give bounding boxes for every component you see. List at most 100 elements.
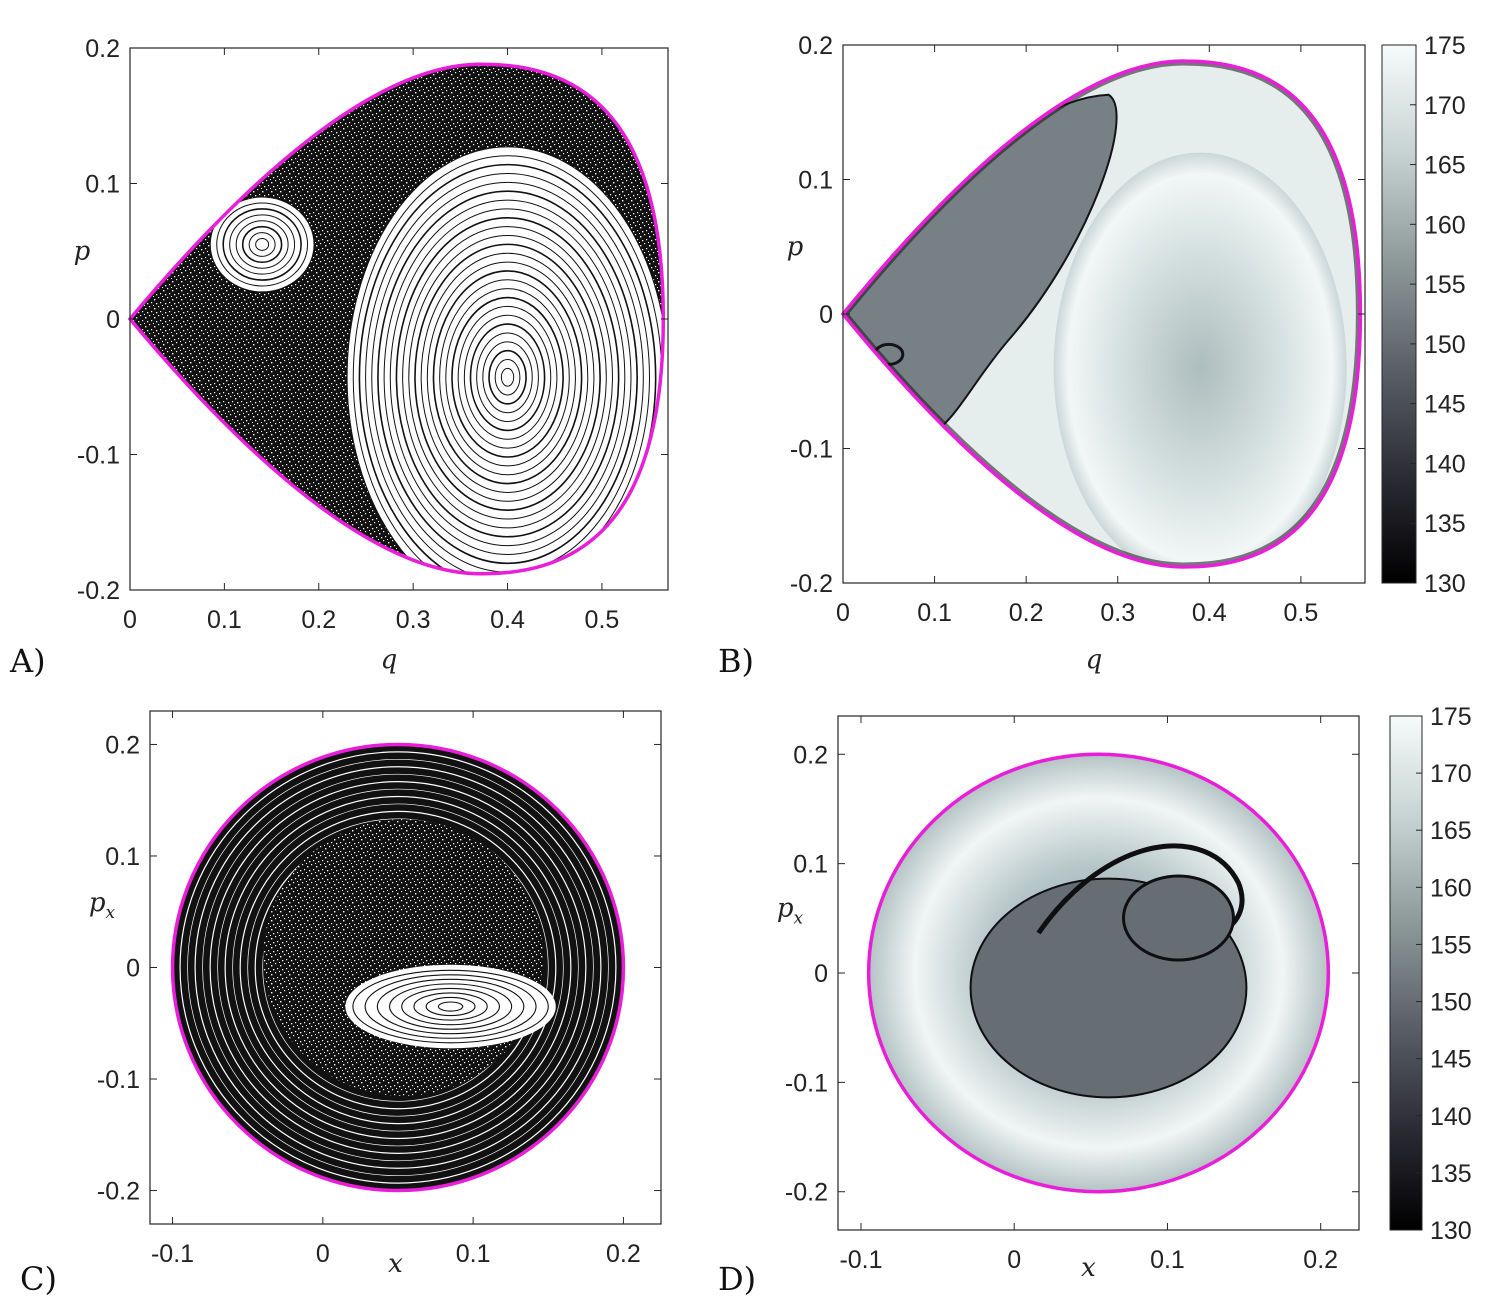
invariant-curve <box>376 978 525 1035</box>
invariant-curve <box>451 296 564 458</box>
y-tick-label: 0.2 <box>793 741 828 769</box>
panel-a: 0 0.1 0.2 0.3 0.4 0.5 0.2 0.1 0 -0.1 -0.2 q p A) <box>9 35 669 680</box>
y-tick-label: 0.2 <box>798 32 833 60</box>
x-tick-label: 0.5 <box>1284 599 1319 627</box>
colorbar-tick-label: 165 <box>1424 152 1466 180</box>
y-tick-label: -0.1 <box>97 1066 140 1094</box>
x-tick-label: 0 <box>836 599 850 627</box>
y-tick-label: -0.2 <box>785 1179 828 1207</box>
invariant-curve <box>408 235 607 520</box>
panel-d: -0.1 0 0.1 0.20.20.10-0.1-0.2xpxD)175170165… <box>718 703 1472 1298</box>
x-tick-label: 0.1 <box>456 1240 491 1268</box>
colorbar-tick-label: 145 <box>1424 391 1466 419</box>
invariant-curve <box>224 795 572 1140</box>
heatmap-field <box>843 61 1361 567</box>
y-axis-label: p <box>787 232 804 262</box>
y-tick-label: 0.2 <box>105 731 140 759</box>
panel-label: C) <box>20 1260 57 1298</box>
section-points <box>172 744 624 1191</box>
x-tick-label: 0.3 <box>1100 599 1135 627</box>
x-tick-label: 0.1 <box>207 606 242 634</box>
colorbar-tick-label: 160 <box>1430 874 1472 902</box>
y-axis-label: p <box>74 236 91 266</box>
x-axis-label: q <box>381 645 398 675</box>
colorbar-tick-label: 145 <box>1430 1046 1472 1074</box>
invariant-curve <box>248 232 276 257</box>
invariant-curve <box>194 766 602 1169</box>
invariant-curve <box>209 196 315 293</box>
invariant-curve <box>239 810 557 1125</box>
invariant-curve <box>358 163 657 574</box>
invariant-curve <box>395 216 620 538</box>
y-tick-label: 0.1 <box>793 851 828 879</box>
invariant-curve <box>255 238 270 251</box>
invariant-curve <box>383 199 632 555</box>
invariant-curve <box>463 314 552 440</box>
invariant-curve <box>222 208 302 281</box>
invariant-curve <box>346 146 664 574</box>
x-tick-label: 0.2 <box>606 1240 641 1268</box>
invariant-curve <box>500 367 515 387</box>
y-tick-label: 0.2 <box>85 35 120 63</box>
invariant-curve <box>413 992 488 1021</box>
energy-boundary <box>170 742 626 1193</box>
colorbar-tick-label: 155 <box>1424 271 1466 299</box>
colorbar-tick-label: 140 <box>1424 450 1466 478</box>
colorbar-tick-label: 130 <box>1424 570 1466 598</box>
y-tick-label: -0.1 <box>790 436 833 464</box>
x-axis-label: x <box>1081 1253 1096 1283</box>
colorbar-tick-label: 130 <box>1430 1217 1472 1245</box>
invariant-curve <box>432 270 583 485</box>
x-tick-label: 0.4 <box>490 606 525 634</box>
heatmap-field <box>868 754 1329 1192</box>
inner-core-region <box>1053 152 1347 567</box>
invariant-curve <box>425 996 476 1017</box>
invariant-curve <box>217 788 579 1147</box>
colorbar-tick-label: 135 <box>1424 510 1466 538</box>
y-tick-label: 0 <box>106 306 120 334</box>
upper-lobe <box>1122 874 1235 962</box>
colorbar <box>1381 44 1417 584</box>
y-axis-label: px <box>777 893 804 928</box>
invariant-curve <box>401 987 500 1026</box>
y-tick-label: 0 <box>814 960 828 988</box>
colorbar-tick-label: 170 <box>1430 760 1472 788</box>
invariant-curve <box>229 214 296 275</box>
invariant-curve <box>414 243 601 511</box>
invariant-curve <box>445 288 570 467</box>
x-tick-label: 0 <box>1007 1246 1021 1274</box>
y-tick-label: 0.1 <box>85 171 120 199</box>
invariant-curve <box>247 818 549 1117</box>
colorbar-tick-label: 165 <box>1430 817 1472 845</box>
x-tick-label: -0.1 <box>151 1240 194 1268</box>
invariant-curve <box>469 323 546 432</box>
x-tick-label: 0.3 <box>396 606 431 634</box>
x-tick-label: 0.2 <box>301 606 336 634</box>
y-tick-label: 0.1 <box>105 843 140 871</box>
invariant-curve <box>232 803 564 1132</box>
invariant-curve <box>216 202 309 287</box>
colorbar-tick-label: 175 <box>1424 32 1466 60</box>
panel-label: A) <box>9 642 46 680</box>
y-tick-label: -0.2 <box>790 570 833 598</box>
colorbar-tick-label: 175 <box>1430 703 1472 731</box>
invariant-curve <box>457 305 558 449</box>
x-tick-label: 0.2 <box>1303 1246 1338 1274</box>
chaotic-sea <box>263 819 543 1096</box>
invariant-curve <box>426 261 589 493</box>
colorbar-tick-label: 140 <box>1430 1103 1472 1131</box>
invariant-curve <box>209 781 587 1154</box>
y-axis-label: px <box>89 888 116 923</box>
y-tick-label: 0 <box>819 301 833 329</box>
invariant-curve <box>241 225 283 264</box>
colorbar-tick-label: 155 <box>1430 931 1472 959</box>
x-tick-label: 0 <box>316 1240 330 1268</box>
energy-boundary <box>866 752 1331 1194</box>
colorbar-tick-label: 135 <box>1430 1160 1472 1188</box>
invariant-curve <box>437 1001 464 1012</box>
x-axis-label: x <box>388 1249 403 1279</box>
panel-b: 0 0.1 0.2 0.3 0.4 0.5 0.2 0.1 0 -0.1 -0.2 q p B) 175 17… <box>718 32 1466 680</box>
invariant-curve <box>364 974 537 1039</box>
